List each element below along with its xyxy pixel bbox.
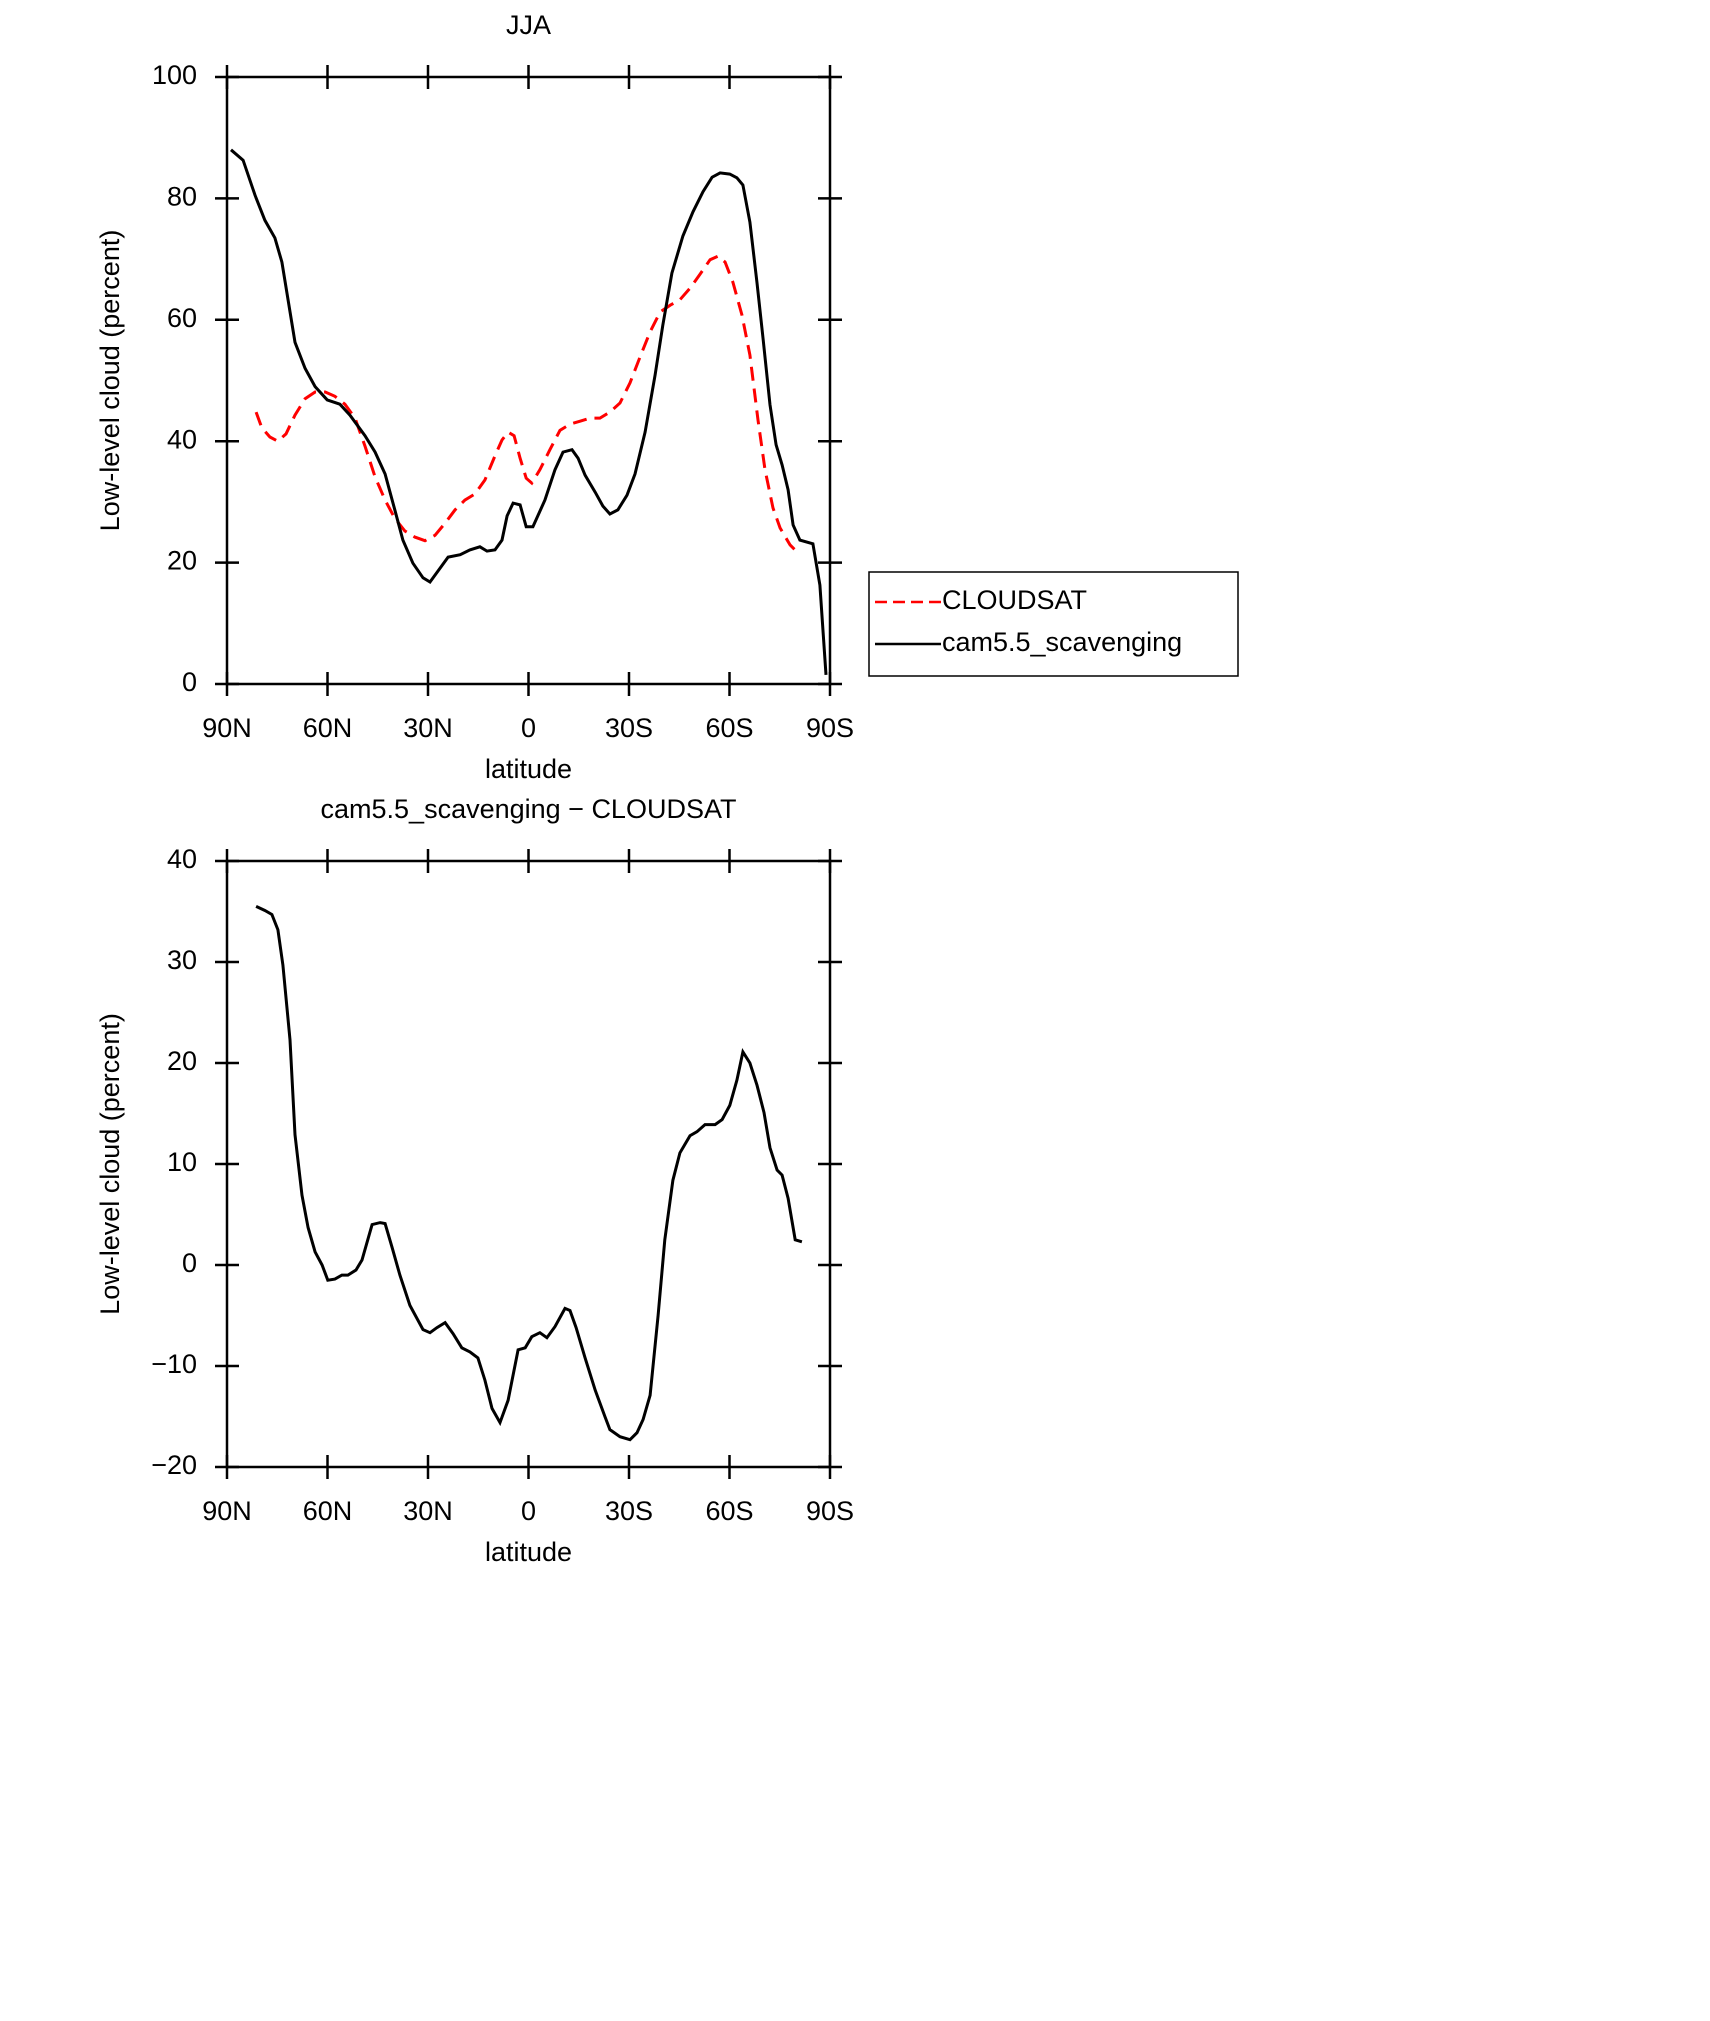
y-tick-label: 20	[167, 1046, 197, 1076]
data-line	[254, 254, 801, 556]
y-tick-label: 0	[182, 1248, 197, 1278]
plot: JJA latitude Low-level cloud (percent) 0 20 4…	[95, 10, 1239, 784]
x-tick-label: 60N	[303, 713, 353, 743]
x-tick-label: 90S	[806, 1496, 854, 1526]
y-tick-label: −10	[151, 1349, 197, 1379]
y-tick-label: 10	[167, 1147, 197, 1177]
x-tick-label: 60N	[303, 1496, 353, 1526]
legend-label: cam5.5_scavenging	[942, 627, 1182, 657]
plot-frame	[225, 859, 832, 1469]
chart-title: cam5.5_scavenging − CLOUDSAT	[321, 794, 737, 824]
y-tick-label: 0	[182, 667, 197, 697]
y-tick-label: 60	[167, 303, 197, 333]
x-tick-label: 90N	[202, 1496, 252, 1526]
x-tick-label: 0	[521, 713, 536, 743]
x-axis-label: latitude	[485, 1537, 572, 1567]
x-tick-label: 30N	[403, 1496, 453, 1526]
plot-frame	[225, 75, 832, 686]
x-tick-label: 30S	[605, 713, 653, 743]
y-tick-label: 40	[167, 424, 197, 454]
y-tick-label: 80	[167, 182, 197, 212]
plot: cam5.5_scavenging − CLOUDSAT latitude Low-…	[95, 794, 854, 1567]
y-axis-label: Low-level cloud (percent)	[95, 1013, 125, 1315]
x-tick-label: 60S	[705, 1496, 753, 1526]
chart-title: JJA	[506, 10, 551, 40]
data-line	[255, 905, 803, 1442]
legend-box	[868, 571, 1239, 677]
y-tick-label: −20	[151, 1450, 197, 1480]
y-axis-label: Low-level cloud (percent)	[95, 230, 125, 532]
x-tick-label: 30N	[403, 713, 453, 743]
y-tick-label: 100	[152, 60, 197, 90]
x-tick-label: 90S	[806, 713, 854, 743]
y-tick-label: 20	[167, 546, 197, 576]
y-tick-label: 30	[167, 945, 197, 975]
data-line	[230, 148, 828, 676]
x-axis-label: latitude	[485, 754, 572, 784]
x-tick-label: 90N	[202, 713, 252, 743]
x-tick-label: 30S	[605, 1496, 653, 1526]
legend-label: CLOUDSAT	[942, 585, 1087, 615]
x-tick-label: 60S	[705, 713, 753, 743]
y-tick-label: 40	[167, 844, 197, 874]
x-tick-label: 0	[521, 1496, 536, 1526]
